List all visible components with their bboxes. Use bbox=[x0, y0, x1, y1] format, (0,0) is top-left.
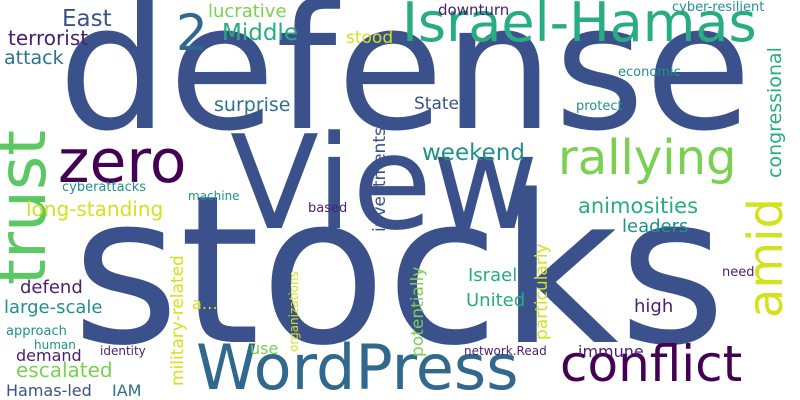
word-amid: amid bbox=[738, 198, 794, 318]
word-escalated: escalated bbox=[16, 358, 113, 382]
word-zero: zero bbox=[58, 127, 187, 197]
word-wordpress: WordPress bbox=[196, 331, 519, 400]
word-economic: economic bbox=[618, 65, 681, 80]
word-stocks: stocks bbox=[72, 151, 727, 391]
word-weekend: weekend bbox=[422, 140, 525, 166]
word-animosities: animosities bbox=[578, 194, 699, 218]
word-hamas-led: Hamas-led bbox=[6, 381, 92, 400]
word-cyber-resilient: cyber-resilient bbox=[672, 0, 765, 15]
word-defend: defend bbox=[20, 277, 83, 298]
word-organizations: organizations bbox=[287, 271, 301, 352]
word-protect: protect bbox=[576, 99, 623, 114]
word-terrorist: terrorist bbox=[8, 26, 89, 50]
word-iam: IAM bbox=[112, 381, 142, 400]
word-long-standing: long-standing bbox=[26, 197, 164, 221]
word-stood: stood bbox=[346, 28, 394, 48]
word-east: East bbox=[62, 6, 112, 32]
word-identity: identity bbox=[100, 344, 146, 358]
word-states: States bbox=[414, 94, 468, 114]
word-downturn: downturn bbox=[438, 1, 510, 19]
word-middle: Middle bbox=[222, 20, 298, 46]
word-cyberattacks: cyberattacks bbox=[62, 180, 147, 195]
word-surprise: surprise bbox=[214, 94, 291, 116]
word-large-scale: large-scale bbox=[4, 297, 103, 318]
word-particularly: particularly bbox=[532, 243, 552, 340]
word-view: View bbox=[230, 107, 539, 259]
word-high: high bbox=[634, 296, 674, 317]
word-human: human bbox=[34, 338, 76, 352]
word-network-read: network.Read bbox=[464, 344, 547, 358]
word-approach: approach bbox=[6, 324, 67, 339]
word-rallying: rallying bbox=[558, 130, 737, 186]
word-united: United bbox=[466, 290, 526, 311]
word-congressional: congressional bbox=[764, 47, 786, 178]
word-lucrative: lucrative bbox=[208, 1, 287, 22]
word-a-ellipsis: a… bbox=[192, 294, 218, 313]
word-need: need bbox=[722, 265, 755, 280]
word-leaders: leaders bbox=[622, 216, 689, 237]
word-defense: defense bbox=[58, 0, 752, 170]
word-military-related: military-related bbox=[168, 255, 188, 386]
word-use: use bbox=[250, 339, 279, 358]
word-investments: investments bbox=[370, 127, 390, 232]
word-machine: machine bbox=[188, 189, 240, 203]
word-based: based bbox=[308, 201, 348, 216]
word-israel: Israel bbox=[468, 265, 518, 286]
word-israel-hamas: Israel-Hamas bbox=[402, 0, 757, 54]
word-two: 2 bbox=[176, 4, 208, 62]
word-demand: demand bbox=[16, 346, 82, 365]
word-immune: immune bbox=[578, 342, 644, 361]
word-conflict: conflict bbox=[560, 335, 743, 393]
word-potentially: potentially bbox=[408, 266, 428, 357]
word-attack: attack bbox=[4, 47, 64, 69]
